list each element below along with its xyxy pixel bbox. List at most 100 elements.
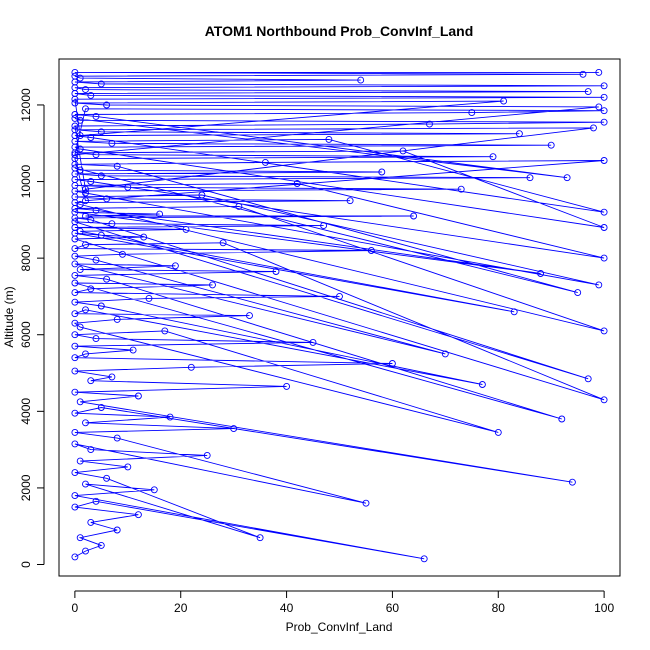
data-point	[92, 206, 100, 214]
data-point	[71, 440, 79, 448]
y-axis-label: Altitude (m)	[2, 286, 16, 347]
data-point	[494, 428, 502, 436]
data-point	[71, 260, 79, 268]
data-point	[547, 141, 555, 149]
data-point	[71, 99, 79, 107]
data-point	[82, 197, 89, 205]
data-point	[71, 151, 79, 159]
data-point	[71, 331, 79, 339]
data-point	[515, 130, 523, 138]
data-point	[71, 553, 79, 561]
data-point	[71, 111, 79, 118]
data-point	[87, 285, 95, 293]
y-tick-label: 12000	[19, 88, 33, 122]
data-point	[198, 191, 206, 199]
data-point	[92, 256, 100, 264]
data-point	[108, 220, 116, 228]
data-point	[97, 80, 105, 88]
data-point	[76, 132, 84, 140]
y-tick-label: 10000	[19, 164, 33, 198]
y-tick-label: 4000	[19, 398, 33, 425]
data-point	[71, 245, 79, 253]
data-point	[82, 547, 89, 555]
data-point	[537, 270, 545, 277]
data-point	[309, 338, 317, 346]
data-point	[261, 158, 269, 166]
y-tick-label: 6000	[19, 321, 33, 348]
data-point	[457, 185, 465, 193]
data-point	[246, 312, 253, 320]
data-point	[171, 262, 179, 270]
data-point	[161, 327, 169, 335]
data-point	[71, 122, 79, 130]
data-point	[272, 268, 280, 275]
chart-title: ATOM1 Northbound Prob_ConvInf_Land	[205, 23, 474, 39]
data-point	[600, 93, 608, 101]
data-point	[103, 275, 111, 283]
data-point	[357, 76, 365, 84]
data-point	[478, 381, 486, 388]
data-point	[92, 151, 100, 159]
data-point	[600, 224, 608, 231]
data-point	[71, 68, 79, 76]
data-point	[600, 118, 608, 126]
y-tick-label: 0	[19, 561, 33, 568]
x-tick-label: 0	[72, 601, 79, 615]
data-point	[113, 315, 121, 323]
data-point	[87, 518, 95, 526]
data-point	[82, 419, 89, 427]
data-point	[71, 271, 79, 279]
data-point	[235, 202, 243, 210]
data-point	[97, 128, 105, 136]
data-point	[97, 172, 105, 180]
x-tick-label: 80	[492, 601, 506, 615]
data-point	[82, 350, 89, 358]
data-point	[579, 70, 587, 78]
data-point	[87, 216, 95, 224]
data-point	[595, 68, 603, 76]
data-point	[140, 233, 148, 241]
data-point	[113, 434, 121, 442]
data-point	[71, 298, 79, 306]
series-line	[73, 71, 605, 560]
data-point	[203, 451, 211, 459]
data-point	[420, 555, 428, 563]
data-point	[87, 91, 95, 99]
x-tick-label: 100	[594, 601, 614, 615]
data-point	[97, 541, 105, 549]
data-point	[526, 174, 534, 182]
data-point	[595, 281, 603, 289]
y-tick-label: 2000	[19, 474, 33, 501]
data-point	[600, 396, 608, 404]
data-point	[134, 392, 142, 400]
data-point	[71, 388, 79, 396]
data-point	[600, 327, 608, 335]
data-point	[378, 168, 386, 176]
data-point	[283, 382, 291, 390]
data-point	[256, 534, 264, 542]
data-point	[150, 486, 158, 494]
data-point	[71, 354, 79, 362]
data-point	[71, 319, 79, 327]
data-point	[362, 499, 370, 507]
data-point	[129, 346, 137, 354]
data-point	[388, 360, 396, 367]
data-point	[410, 212, 418, 220]
data-point	[103, 474, 111, 482]
x-tick-label: 60	[386, 601, 400, 615]
data-point	[92, 497, 100, 505]
data-point	[113, 162, 121, 170]
data-point	[87, 134, 95, 141]
data-point	[76, 534, 84, 542]
data-point	[563, 174, 571, 182]
data-point	[71, 342, 79, 350]
data-point	[71, 289, 79, 297]
x-tick-label: 20	[174, 601, 188, 615]
data-point	[87, 178, 95, 185]
data-point	[595, 103, 603, 111]
x-axis: 0 20 40 60 80 100	[72, 590, 614, 615]
y-axis: 0 2000 4000 6000 8000 10000 12000	[19, 88, 45, 568]
data-point	[230, 425, 238, 433]
data-point	[325, 135, 333, 143]
data-point	[145, 294, 153, 302]
